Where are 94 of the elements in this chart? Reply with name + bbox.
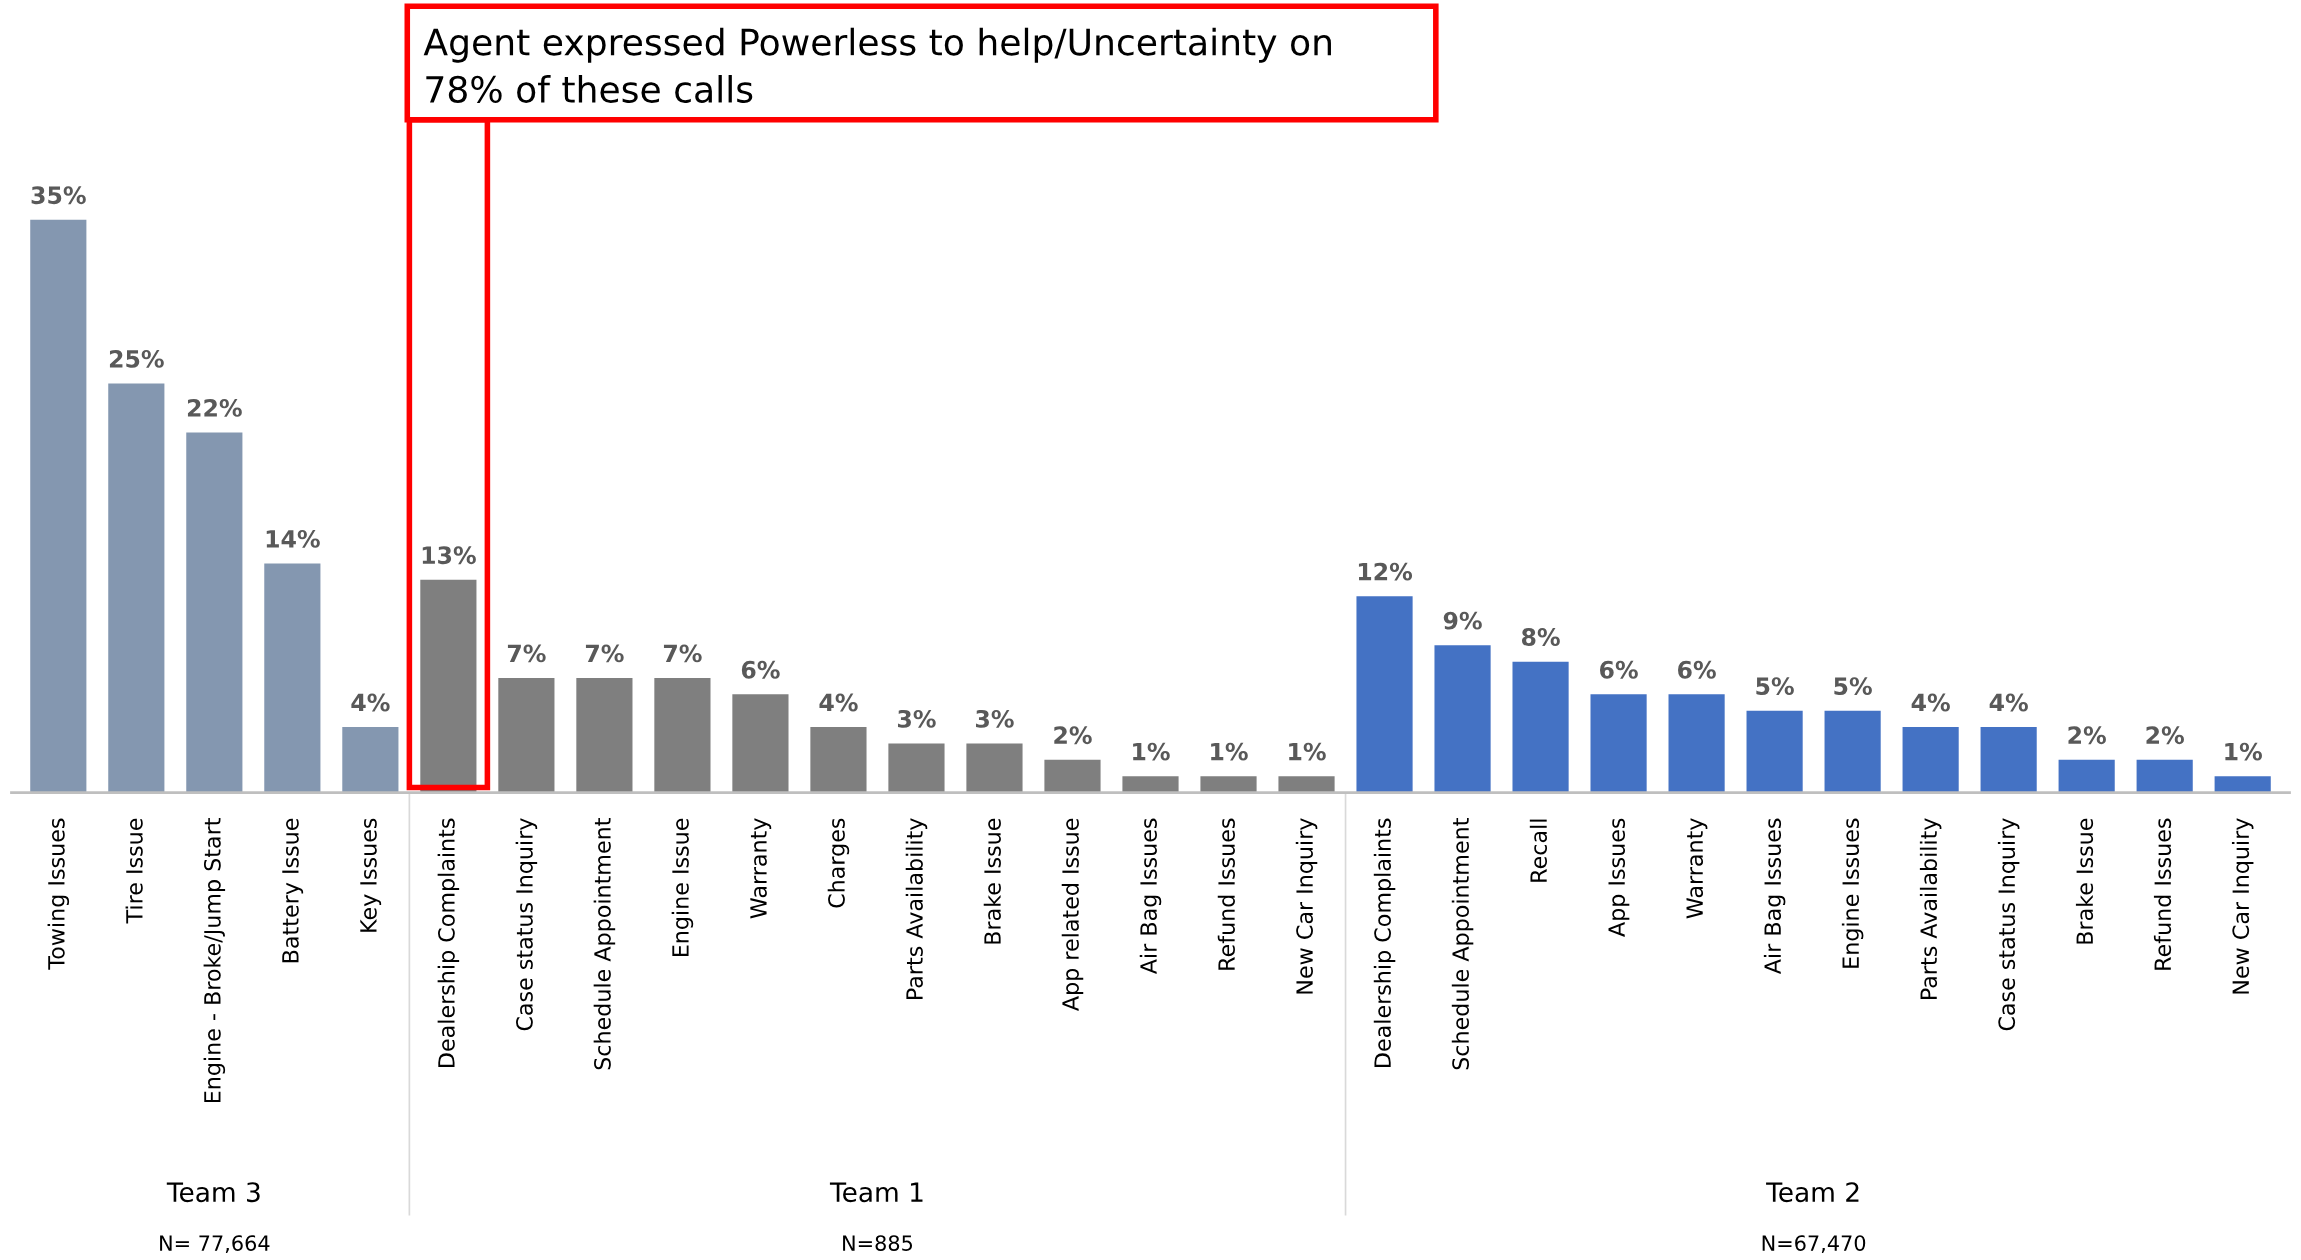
data-label: 3%	[976, 709, 1014, 728]
data-label: 1%	[1211, 742, 1248, 761]
x-tick-label: Dealership Complaints	[437, 818, 460, 1067]
bar	[1512, 661, 1569, 793]
bar	[186, 432, 243, 793]
data-label: 6%	[1678, 660, 1716, 679]
data-label: 4%	[1989, 693, 2028, 712]
x-tick-label: Warranty	[750, 818, 772, 919]
data-label: 13%	[422, 546, 476, 565]
bar	[654, 677, 711, 793]
data-label: 1%	[2225, 742, 2262, 761]
x-tick-label: New Car Inquiry	[1295, 818, 1318, 994]
data-label: 14%	[266, 529, 320, 548]
text: Team 2	[1766, 1182, 1859, 1203]
x-tick-label: Air Bag Issues	[1763, 818, 1786, 975]
x-tick-label: Schedule Appointment	[593, 818, 616, 1070]
bar	[1278, 776, 1335, 793]
data-label: 35%	[31, 186, 86, 205]
data-label: 8%	[1521, 628, 1560, 646]
x-tick-label: Case status Inquiry	[1997, 818, 2020, 1031]
bar	[2058, 759, 2115, 793]
bar	[732, 694, 789, 793]
x-tick-label: Battery Issue	[282, 818, 304, 963]
bar	[2214, 776, 2271, 793]
bar	[1746, 710, 1803, 793]
bar	[1122, 776, 1179, 793]
bar	[1434, 645, 1491, 793]
data-label: 4%	[1911, 693, 1950, 712]
x-tick-label: Recall	[1529, 819, 1548, 882]
bar	[264, 563, 321, 793]
text: N=885	[843, 1235, 913, 1251]
bar	[810, 727, 867, 793]
x-tick-label: Case status Inquiry	[515, 818, 538, 1031]
x-tick-label: Brake Issue	[983, 818, 1001, 944]
data-label: 25%	[109, 349, 164, 368]
text: Agent expressed Powerless to help/Uncertainty on 78% of these calls	[423, 27, 1331, 103]
bar	[498, 677, 555, 793]
text: N= 77,664	[160, 1235, 270, 1254]
x-tick-label: Schedule Appointment	[1451, 818, 1474, 1070]
x-tick-label: Warranty	[1686, 818, 1708, 919]
bar	[342, 727, 399, 793]
data-label: 7%	[585, 644, 624, 663]
x-tick-label: Key Issues	[360, 818, 382, 932]
bar	[1356, 596, 1413, 793]
data-label: 5%	[1834, 677, 1872, 696]
x-tick-label: Engine Issues	[1841, 818, 1864, 968]
data-label: 2%	[2068, 726, 2106, 745]
data-label: 2%	[2146, 726, 2184, 745]
bar	[1590, 694, 1647, 793]
bar	[2136, 759, 2193, 793]
bar	[108, 383, 165, 793]
x-tick-label: Refund Issues	[2153, 818, 2172, 970]
text: Team 3	[166, 1182, 260, 1203]
x-tick-label: Engine - Broke/Jump Start	[203, 818, 226, 1103]
x-tick-label: App related Issue	[1061, 818, 1084, 1011]
bar	[30, 219, 87, 793]
data-label: 22%	[187, 398, 242, 417]
x-tick-label: Dealership Complaints	[1373, 818, 1396, 1067]
data-label: 1%	[1133, 742, 1170, 761]
data-label: 3%	[898, 709, 936, 728]
x-tick-label: Parts Availability	[905, 818, 928, 999]
data-label: 7%	[663, 644, 702, 663]
x-tick-label: Towing Issues	[47, 818, 70, 970]
data-label: 12%	[1358, 562, 1413, 581]
bar	[420, 579, 477, 793]
x-tick-label: Engine Issue	[671, 818, 694, 957]
data-label: 1%	[1289, 742, 1326, 761]
data-label: 2%	[1054, 726, 1092, 745]
x-tick-label: Tire Issue	[125, 818, 143, 924]
bar	[1902, 727, 1959, 793]
text: Team 1	[829, 1182, 923, 1203]
bar	[888, 743, 945, 793]
text: N=67,470	[1762, 1235, 1866, 1254]
data-label: 4%	[351, 693, 390, 712]
x-tick-label: Brake Issue	[2075, 818, 2094, 944]
x-tick-label: New Car Inquiry	[2231, 818, 2254, 994]
bar	[1980, 727, 2037, 793]
data-label: 6%	[1600, 660, 1638, 679]
x-tick-label: Refund Issues	[1217, 818, 1235, 970]
data-label: 7%	[507, 644, 546, 663]
data-label: 5%	[1756, 677, 1794, 696]
x-tick-label: Charges	[827, 818, 850, 908]
bar	[576, 677, 633, 793]
bar	[1044, 759, 1101, 793]
bar	[1668, 694, 1725, 793]
x-tick-label: App Issues	[1608, 818, 1630, 937]
data-label: 4%	[819, 693, 858, 712]
bar	[1824, 710, 1881, 793]
bar	[1200, 776, 1257, 793]
data-label: 6%	[741, 660, 780, 679]
bar	[966, 743, 1023, 793]
data-label: 9%	[1443, 611, 1482, 630]
x-tick-label: Parts Availability	[1919, 818, 1942, 999]
x-tick-label: Air Bag Issues	[1139, 818, 1162, 975]
